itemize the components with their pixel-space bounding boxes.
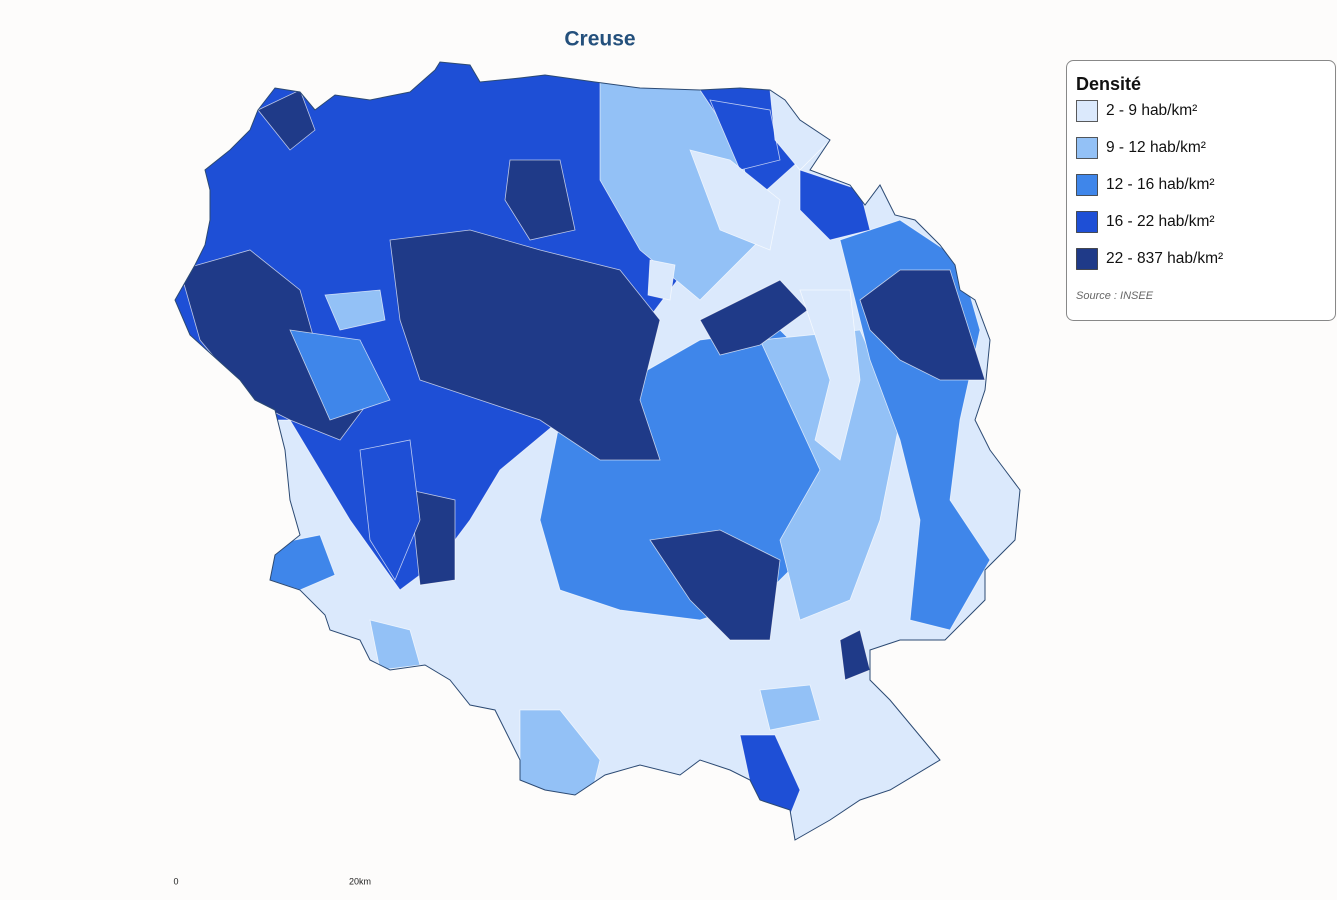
legend-items: 2 - 9 hab/km² 9 - 12 hab/km² 12 - 16 hab/k… [1076,100,1223,270]
map-title: Creuse [564,28,635,51]
region [289,329,391,421]
scale-start: 0 [173,876,178,886]
legend-title: Densité [1076,74,1141,94]
legend-swatch [1076,174,1098,196]
legend-source: Source : INSEE [1076,290,1154,302]
region [599,79,761,301]
region [409,489,456,586]
legend-label: 16 - 22 hab/km² [1106,213,1215,230]
region [759,684,821,731]
communes [175,62,1020,840]
region [709,99,781,171]
region [699,279,809,356]
region [689,149,781,251]
region [359,439,421,581]
region [859,269,986,381]
legend-label: 9 - 12 hab/km² [1106,139,1206,156]
region [504,159,576,241]
legend-swatch [1076,100,1098,122]
scale-end: 20km [349,876,371,886]
region [647,259,676,301]
legend-label: 2 - 9 hab/km² [1106,102,1197,119]
legend-label: 12 - 16 hab/km² [1106,176,1215,193]
legend-swatch [1076,211,1098,233]
region [324,289,386,331]
legend-swatch [1076,248,1098,270]
region [389,229,661,461]
region [799,289,861,461]
region [369,619,421,671]
region [649,529,781,641]
legend-box [1066,60,1336,321]
region [257,89,316,151]
legend-swatch [1076,137,1098,159]
legend-label: 22 - 837 hab/km² [1106,250,1223,267]
